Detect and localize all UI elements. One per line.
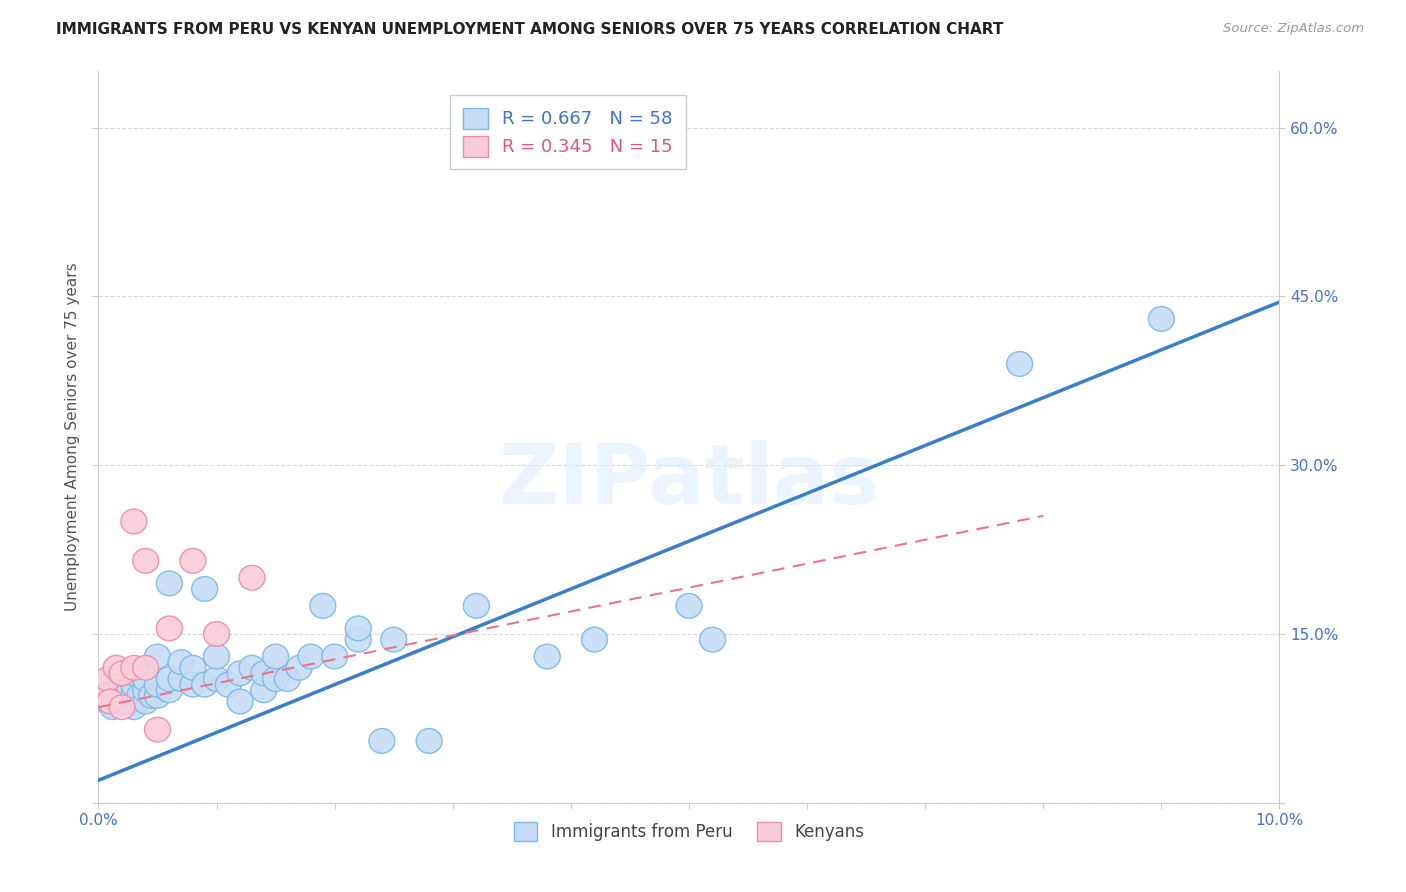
Ellipse shape <box>169 649 194 674</box>
Ellipse shape <box>215 673 242 697</box>
Ellipse shape <box>287 656 312 680</box>
Ellipse shape <box>145 717 170 742</box>
Ellipse shape <box>464 593 489 618</box>
Ellipse shape <box>97 690 124 714</box>
Ellipse shape <box>263 644 288 669</box>
Ellipse shape <box>416 729 441 753</box>
Ellipse shape <box>132 656 159 680</box>
Ellipse shape <box>534 644 560 669</box>
Ellipse shape <box>145 683 170 708</box>
Ellipse shape <box>156 616 183 640</box>
Ellipse shape <box>1149 307 1174 331</box>
Ellipse shape <box>127 683 153 708</box>
Y-axis label: Unemployment Among Seniors over 75 years: Unemployment Among Seniors over 75 years <box>65 263 80 611</box>
Ellipse shape <box>228 690 253 714</box>
Ellipse shape <box>115 678 141 703</box>
Ellipse shape <box>322 644 347 669</box>
Text: Source: ZipAtlas.com: Source: ZipAtlas.com <box>1223 22 1364 36</box>
Ellipse shape <box>110 695 135 720</box>
Ellipse shape <box>228 661 253 686</box>
Ellipse shape <box>132 678 159 703</box>
Ellipse shape <box>121 509 146 533</box>
Ellipse shape <box>250 661 277 686</box>
Ellipse shape <box>107 683 132 708</box>
Ellipse shape <box>132 690 159 714</box>
Ellipse shape <box>169 666 194 691</box>
Ellipse shape <box>204 666 229 691</box>
Ellipse shape <box>110 666 135 691</box>
Ellipse shape <box>97 683 124 708</box>
Ellipse shape <box>110 661 135 686</box>
Ellipse shape <box>111 690 138 714</box>
Ellipse shape <box>346 616 371 640</box>
Ellipse shape <box>180 656 205 680</box>
Ellipse shape <box>263 666 288 691</box>
Ellipse shape <box>191 576 218 601</box>
Ellipse shape <box>121 673 146 697</box>
Text: IMMIGRANTS FROM PERU VS KENYAN UNEMPLOYMENT AMONG SENIORS OVER 75 YEARS CORRELAT: IMMIGRANTS FROM PERU VS KENYAN UNEMPLOYM… <box>56 22 1004 37</box>
Ellipse shape <box>156 678 183 703</box>
Ellipse shape <box>145 673 170 697</box>
Ellipse shape <box>700 627 725 652</box>
Ellipse shape <box>94 690 121 714</box>
Ellipse shape <box>132 549 159 574</box>
Ellipse shape <box>368 729 395 753</box>
Ellipse shape <box>110 678 135 703</box>
Ellipse shape <box>239 566 264 591</box>
Legend: Immigrants from Peru, Kenyans: Immigrants from Peru, Kenyans <box>506 814 872 849</box>
Ellipse shape <box>121 695 146 720</box>
Ellipse shape <box>121 661 146 686</box>
Ellipse shape <box>180 673 205 697</box>
Ellipse shape <box>191 673 218 697</box>
Ellipse shape <box>676 593 702 618</box>
Ellipse shape <box>274 666 301 691</box>
Ellipse shape <box>103 656 129 680</box>
Ellipse shape <box>93 683 118 708</box>
Ellipse shape <box>582 627 607 652</box>
Ellipse shape <box>110 673 135 697</box>
Ellipse shape <box>156 666 183 691</box>
Ellipse shape <box>204 644 229 669</box>
Ellipse shape <box>139 683 165 708</box>
Ellipse shape <box>94 666 121 691</box>
Ellipse shape <box>309 593 336 618</box>
Ellipse shape <box>132 666 159 691</box>
Ellipse shape <box>298 644 323 669</box>
Ellipse shape <box>250 678 277 703</box>
Ellipse shape <box>239 656 264 680</box>
Ellipse shape <box>381 627 406 652</box>
Ellipse shape <box>204 622 229 647</box>
Ellipse shape <box>121 656 146 680</box>
Ellipse shape <box>103 678 129 703</box>
Ellipse shape <box>100 695 125 720</box>
Ellipse shape <box>156 571 183 596</box>
Text: ZIPatlas: ZIPatlas <box>499 441 879 522</box>
Ellipse shape <box>180 549 205 574</box>
Ellipse shape <box>145 644 170 669</box>
Ellipse shape <box>121 683 146 708</box>
Ellipse shape <box>1007 351 1032 376</box>
Ellipse shape <box>346 627 371 652</box>
